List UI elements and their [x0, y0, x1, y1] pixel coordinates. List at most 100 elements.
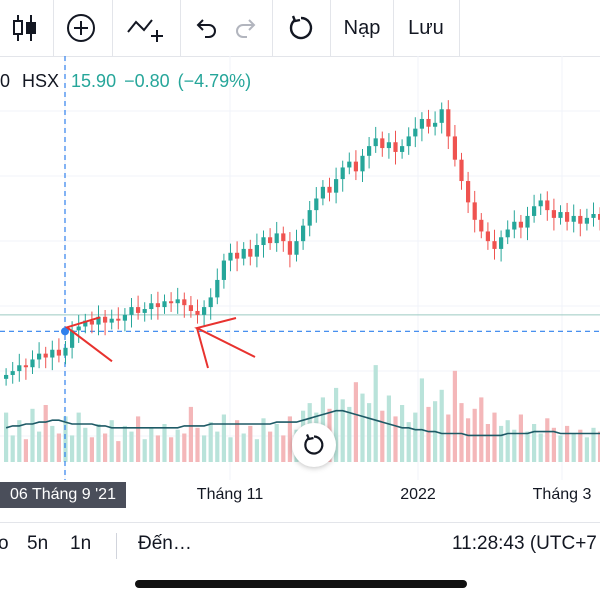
candle [413, 117, 418, 148]
redo-button[interactable] [226, 0, 266, 56]
volume-bar [287, 416, 292, 462]
candle [17, 353, 22, 382]
volume-bar [393, 416, 398, 462]
candle [56, 338, 61, 363]
volume-bar [149, 427, 154, 462]
candle [129, 297, 134, 328]
candle-body [162, 301, 167, 308]
volume-bar [518, 414, 523, 462]
candle [459, 152, 464, 190]
volume-bar [169, 437, 174, 462]
symbol-prefix: 0 [0, 70, 11, 91]
crosshair-point [61, 327, 69, 336]
candle-body [591, 214, 596, 218]
candle-body [314, 198, 319, 211]
candle-body [400, 146, 405, 152]
load-button[interactable]: Nạp [343, 16, 381, 39]
candle [353, 150, 358, 181]
candle-body [492, 241, 497, 249]
chart-type-icon [13, 15, 36, 41]
candle-body [142, 309, 147, 313]
candle [248, 239, 253, 266]
candle-body [43, 353, 48, 358]
goto-date-button[interactable]: Đến… [138, 533, 192, 554]
price-chart[interactable] [0, 56, 600, 480]
undo-button[interactable] [186, 0, 226, 56]
volume-bar [274, 424, 279, 462]
symbol-legend[interactable]: 0 HSX 15.90 −0.80 (−4.79%) [0, 68, 251, 94]
volume-bar [30, 408, 35, 462]
candle [578, 209, 583, 237]
volume-bar [505, 420, 510, 462]
volume-bar [4, 412, 9, 462]
candle-body [525, 215, 530, 228]
annotation-arrow-tail [196, 327, 209, 369]
volume-bar [50, 425, 55, 462]
candle-body [406, 136, 411, 147]
candle-body [235, 252, 240, 259]
candle-body [353, 161, 358, 172]
candle [188, 296, 193, 318]
add-indicator-button[interactable] [56, 0, 106, 56]
candle [334, 167, 339, 204]
candle-body [558, 212, 563, 218]
range-option-5n[interactable]: 5n [27, 533, 49, 554]
range-option-1n[interactable]: 1n [70, 533, 92, 554]
timezone-clock[interactable]: 11:28:43 (UTC+7 [452, 533, 597, 554]
candle-body [301, 225, 306, 242]
candle [202, 300, 207, 326]
candle-body [254, 245, 259, 257]
candle [10, 361, 15, 384]
volume-bar [584, 437, 589, 462]
annotation-arrow [194, 317, 256, 358]
candle [320, 180, 325, 206]
volume-bar [175, 429, 180, 462]
candle-body [188, 305, 193, 311]
top-toolbar: Nạp Lưu [0, 0, 600, 57]
volume-bar [235, 420, 240, 462]
reset-chart-button[interactable] [292, 423, 336, 467]
candle-body [565, 212, 570, 222]
add-indicator-icon [67, 14, 95, 42]
volume-bar [466, 418, 471, 462]
candle-body [50, 349, 55, 358]
volume-bar [182, 433, 187, 462]
candle-body [70, 330, 75, 348]
range-option[interactable]: o [0, 533, 9, 554]
last-price: 15.90 [71, 70, 117, 91]
candle-body [347, 161, 352, 168]
candle-body [571, 215, 576, 222]
candle-body [294, 241, 299, 255]
volume-bar [426, 406, 431, 462]
candle [584, 208, 589, 231]
candle-body [373, 138, 378, 147]
volume-bar [367, 403, 372, 462]
candle [433, 111, 438, 136]
candle [63, 341, 68, 365]
time-axis[interactable]: Tháng 11 2022 Tháng 3 06 Tháng 9 '21 [0, 480, 600, 510]
candle [235, 241, 240, 272]
candle [301, 218, 306, 250]
volume-bar [571, 433, 576, 462]
volume-bar [373, 365, 378, 462]
save-button[interactable]: Lưu [408, 16, 444, 39]
candle-body [116, 318, 121, 321]
candle-body [479, 219, 484, 232]
candle [466, 171, 471, 214]
candle-body [334, 179, 339, 193]
chart-type-button[interactable] [0, 0, 50, 56]
volume-bar [215, 431, 220, 462]
candle [155, 291, 160, 320]
volume-bar [281, 435, 286, 462]
volume-bar [109, 420, 114, 462]
volume-bar [208, 422, 213, 462]
drawing-tool-button[interactable] [115, 0, 175, 56]
candle [294, 229, 299, 262]
candle-body [96, 316, 101, 325]
reload-button[interactable] [275, 0, 327, 56]
volume-bar [261, 418, 266, 462]
candle [386, 133, 391, 159]
candle [452, 124, 457, 167]
volume-bar [76, 412, 81, 462]
volume-bar [446, 414, 451, 462]
